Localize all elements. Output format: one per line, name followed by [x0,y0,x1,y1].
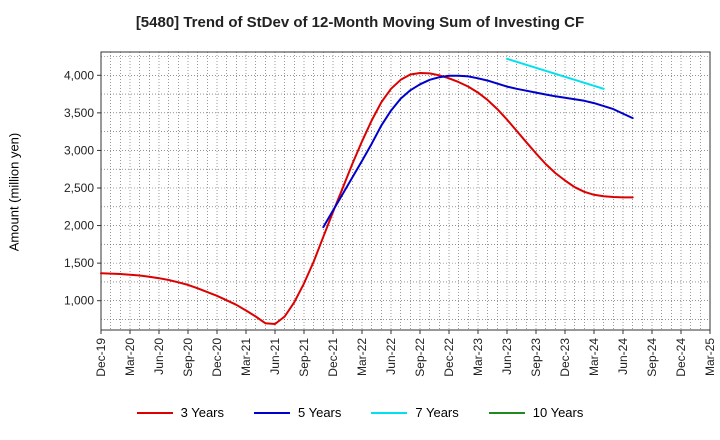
x-tick-label: Mar-20 [123,338,137,376]
series-line-3-years [100,72,634,325]
plot-area [100,51,711,331]
x-tick-label: Sep-23 [529,338,543,377]
chart-title: [5480] Trend of StDev of 12-Month Moving… [135,14,585,31]
x-tick-label: Jun-24 [616,338,630,375]
y-tick-label: 4,000 [64,68,94,82]
legend-swatch [254,411,290,414]
legend-label: 3 Years [180,405,224,420]
legend-item: 10 Years [488,405,584,420]
legend-label: 7 Years [415,405,459,420]
y-tick-label: 2,000 [64,219,94,233]
legend-swatch [371,411,408,414]
legend-item: 5 Years [254,405,341,420]
legend-item: 3 Years [136,405,224,420]
legend-item: 7 Years [371,405,459,420]
x-tick-label: Mar-23 [471,338,485,376]
y-tick-label: 3,000 [64,143,94,157]
series-line-7-years [506,57,605,90]
x-tick-label: Dec-24 [674,338,688,377]
legend-swatch [136,411,173,414]
x-tick-label: Sep-22 [413,338,427,377]
y-tick-label: 2,500 [64,181,94,195]
x-axis-ticks: Dec-19 Mar-20 Jun-20 Sep-20 Dec-20 Mar-21 Jun-… [94,330,717,377]
y-tick-label: 1,000 [64,294,94,308]
legend: 3 Years 5 Years 7 Years 10 Years [0,405,720,420]
x-tick-label: Sep-20 [181,338,195,377]
series-lines [100,57,634,325]
x-tick-label: Dec-21 [326,338,340,377]
x-tick-label: Dec-23 [558,338,572,377]
x-tick-label: Mar-24 [587,338,601,376]
y-axis-ticks: 1,000 1,500 2,000 2,500 3,000 3,500 4,000 [64,68,101,308]
x-tick-label: Mar-22 [355,338,369,376]
x-tick-label: Dec-20 [210,338,224,377]
x-tick-label: Jun-23 [500,338,514,375]
x-tick-label: Mar-21 [239,338,253,376]
legend-label: 10 Years [532,405,584,420]
x-tick-label: Dec-19 [94,338,108,377]
y-tick-label: 3,500 [64,106,94,120]
legend-swatch [488,411,525,414]
x-tick-label: Sep-24 [645,338,659,377]
x-tick-label: Dec-22 [442,338,456,377]
x-tick-label: Mar-25 [703,338,717,376]
x-tick-label: Jun-22 [384,338,398,375]
series-line-5-years [322,74,634,229]
y-tick-label: 1,500 [64,256,94,270]
x-tick-label: Jun-21 [268,338,282,375]
x-tick-label: Jun-20 [152,338,166,375]
legend-label: 5 Years [298,405,342,420]
x-tick-label: Sep-21 [297,338,311,377]
